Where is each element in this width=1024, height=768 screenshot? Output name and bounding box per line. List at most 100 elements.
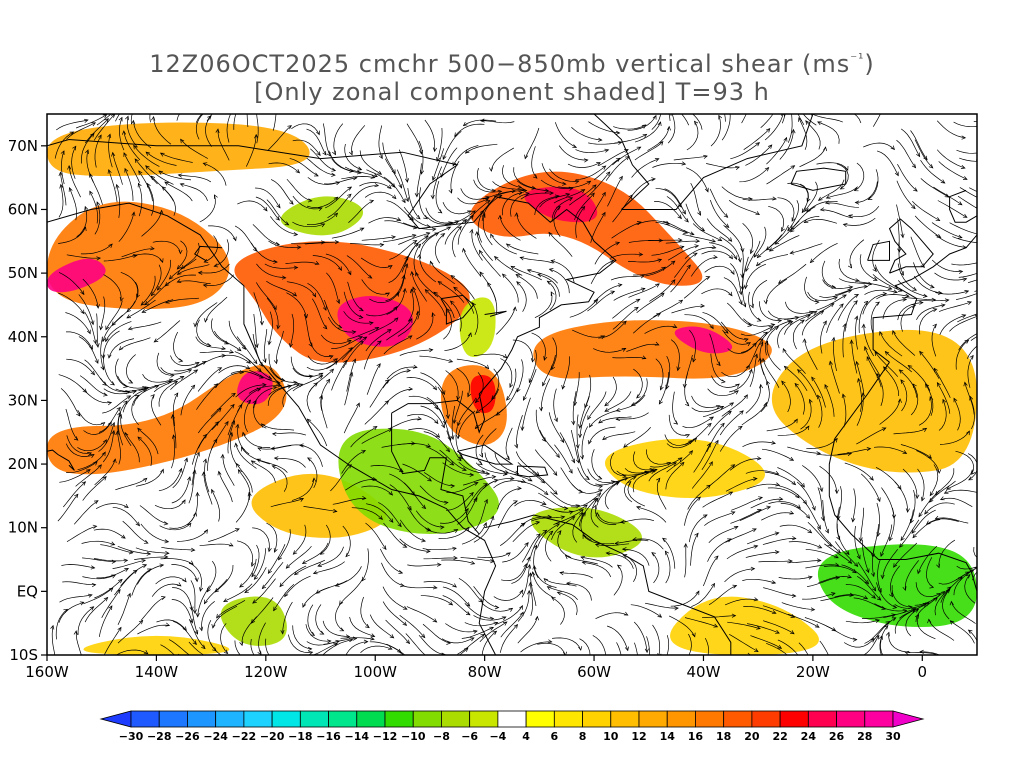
streamline-arrowhead xyxy=(474,230,480,236)
streamline xyxy=(587,468,616,483)
streamline xyxy=(667,245,699,261)
streamline-arrowhead xyxy=(124,568,130,572)
streamline-arrowhead xyxy=(933,597,938,602)
streamline xyxy=(457,215,474,245)
streamline-arrowhead xyxy=(429,260,434,266)
longitude-tick-label: 120W xyxy=(244,663,288,681)
streamline-arrowhead xyxy=(867,281,873,286)
streamline xyxy=(876,373,884,407)
streamline xyxy=(172,620,197,645)
streamline xyxy=(236,540,254,567)
streamline-arrowhead xyxy=(401,198,406,204)
streamline xyxy=(419,187,428,220)
streamline xyxy=(73,500,99,525)
streamline xyxy=(397,443,431,448)
streamline xyxy=(626,343,659,352)
streamline xyxy=(268,383,300,396)
streamline xyxy=(592,635,607,655)
streamline-arrowhead xyxy=(431,312,436,317)
streamline xyxy=(346,358,356,392)
streamline-arrowhead xyxy=(473,497,478,502)
streamline xyxy=(197,421,219,449)
streamline xyxy=(576,414,579,449)
streamline-arrowhead xyxy=(847,559,853,564)
streamline-arrowhead xyxy=(851,517,856,523)
streamline-arrowhead xyxy=(598,419,603,424)
streamline xyxy=(745,470,779,475)
streamline xyxy=(784,311,817,320)
streamline xyxy=(723,277,743,305)
streamline xyxy=(111,301,136,326)
streamline-arrowhead xyxy=(347,464,352,469)
colorbar-box xyxy=(130,710,160,728)
streamline-arrowhead xyxy=(102,439,107,444)
streamline xyxy=(276,330,284,364)
streamline-arrowhead xyxy=(433,291,438,296)
streamline xyxy=(389,484,412,511)
colorbar-box xyxy=(356,710,386,728)
streamline-arrowhead xyxy=(376,363,381,368)
longitude-tick-label: 60W xyxy=(577,663,611,681)
streamline xyxy=(234,640,241,655)
streamline xyxy=(704,511,735,526)
streamline xyxy=(170,355,200,366)
streamline-arrowhead xyxy=(817,121,822,126)
streamline-arrowhead xyxy=(250,460,256,465)
streamline-arrowhead xyxy=(514,212,519,217)
streamline-arrowhead xyxy=(312,570,318,575)
streamline-arrowhead xyxy=(671,279,676,284)
streamline-arrowhead xyxy=(492,630,498,635)
streamline-arrowhead xyxy=(962,213,968,218)
streamline-arrowhead xyxy=(204,599,208,605)
streamline-arrowhead xyxy=(942,398,947,404)
streamline xyxy=(554,122,577,148)
streamline-arrowhead xyxy=(936,563,941,569)
streamline xyxy=(512,521,540,542)
streamline xyxy=(211,404,235,431)
streamline xyxy=(742,578,776,584)
streamline xyxy=(613,124,646,130)
streamline-arrowhead xyxy=(834,489,839,495)
streamline-arrowhead xyxy=(490,233,495,239)
streamline xyxy=(424,660,456,667)
streamline xyxy=(173,331,183,362)
streamline-arrowhead xyxy=(347,186,353,191)
streamline-arrowhead xyxy=(298,443,304,448)
streamline xyxy=(929,480,956,503)
streamline xyxy=(589,410,618,428)
streamline xyxy=(720,321,749,340)
streamline-arrowhead xyxy=(782,347,787,353)
streamline xyxy=(730,509,762,524)
streamline xyxy=(312,255,342,271)
streamline xyxy=(226,114,231,143)
streamline-arrowhead xyxy=(317,563,322,567)
streamline xyxy=(203,162,227,186)
streamline-arrowhead xyxy=(688,450,694,455)
streamline-arrowhead xyxy=(681,161,687,166)
streamline-arrowhead xyxy=(387,329,392,334)
streamline xyxy=(956,565,977,570)
streamline-arrowhead xyxy=(969,395,974,401)
streamline-arrowhead xyxy=(520,426,525,432)
streamline xyxy=(131,394,139,426)
streamline xyxy=(210,643,222,655)
streamline xyxy=(322,123,331,157)
streamline-arrowhead xyxy=(88,172,93,178)
streamline xyxy=(709,199,730,228)
streamline xyxy=(572,512,584,543)
streamline-arrowhead xyxy=(90,370,96,376)
streamline xyxy=(473,179,502,193)
streamline xyxy=(350,426,378,448)
streamline-arrowhead xyxy=(598,484,604,489)
streamline-arrowhead xyxy=(825,194,831,199)
streamline xyxy=(920,160,945,184)
streamline xyxy=(682,416,714,429)
streamline-arrowhead xyxy=(626,481,632,486)
streamline-arrowhead xyxy=(508,607,514,612)
streamline xyxy=(926,518,959,525)
streamline xyxy=(631,158,659,178)
streamline-arrowhead xyxy=(488,167,494,172)
streamline xyxy=(94,579,123,599)
streamline xyxy=(969,396,975,430)
colorbar-box xyxy=(553,710,583,728)
